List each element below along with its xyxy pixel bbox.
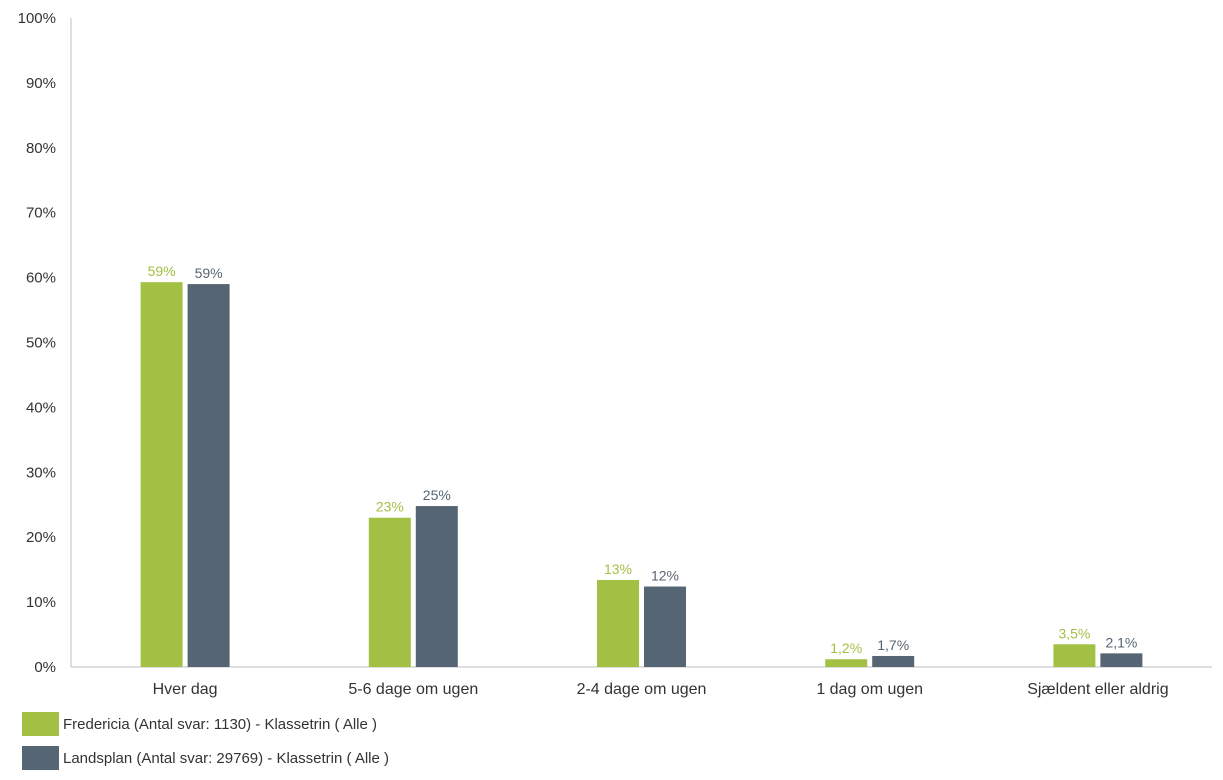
y-tick-label: 30% <box>26 464 56 481</box>
x-category-label: Hver dag <box>153 681 218 698</box>
y-tick-label: 60% <box>26 270 56 287</box>
bar-landsplan <box>1100 653 1143 667</box>
bar-value-label: 59% <box>148 263 176 279</box>
y-tick-label: 10% <box>26 594 56 611</box>
x-category-label: 1 dag om ugen <box>816 681 923 698</box>
y-tick-label: 40% <box>26 399 56 416</box>
bar-value-label: 12% <box>651 568 679 584</box>
bar-value-label: 1,7% <box>877 637 909 653</box>
y-tick-label: 20% <box>26 529 56 546</box>
bar-landsplan <box>187 284 230 667</box>
y-tick-label: 100% <box>18 10 56 27</box>
bar-value-label: 3,5% <box>1058 625 1090 641</box>
bar-fredericia <box>368 517 411 667</box>
x-category-label: Sjældent eller aldrig <box>1027 681 1168 698</box>
bar-value-label: 59% <box>195 265 223 281</box>
bar-value-label: 2,1% <box>1105 634 1137 650</box>
bar-fredericia <box>140 282 183 667</box>
y-tick-label: 90% <box>26 75 56 92</box>
y-tick-label: 0% <box>34 659 56 676</box>
bar-value-label: 25% <box>423 487 451 503</box>
legend-label-landsplan: Landsplan (Antal svar: 29769) - Klassetr… <box>63 749 389 767</box>
legend-swatch-landsplan <box>22 746 59 770</box>
legend-item-landsplan: Landsplan (Antal svar: 29769) - Klassetr… <box>22 746 389 770</box>
bar-fredericia <box>825 659 868 667</box>
bar-chart: 0%10%20%30%40%50%60%70%80%90%100% 59% 59%… <box>18 10 1212 698</box>
bar-landsplan <box>644 586 686 667</box>
bar-landsplan <box>415 506 458 667</box>
bar-value-label: 13% <box>604 561 632 577</box>
bar-value-label: 1,2% <box>830 640 862 656</box>
legend-item-fredericia: Fredericia (Antal svar: 1130) - Klassetr… <box>22 712 389 736</box>
y-axis-ticks: 0% 10% 20% 30% 40% 50% 60% 70% 80% 90% 100% <box>18 10 56 676</box>
legend-swatch-fredericia <box>22 712 59 736</box>
y-tick-label: 50% <box>26 335 56 352</box>
legend-label-fredericia: Fredericia (Antal svar: 1130) - Klassetr… <box>63 715 377 733</box>
bar-fredericia <box>1053 644 1096 667</box>
bar-landsplan <box>872 655 915 667</box>
bar-value-label: 23% <box>376 499 404 515</box>
y-tick-label: 80% <box>26 140 56 157</box>
legend: Fredericia (Antal svar: 1130) - Klassetr… <box>22 712 389 780</box>
bar-series: 59% 59% 23% 25% 13% 12% 1,2% 1,7% 3,5% 2,1% <box>140 263 1143 667</box>
x-category-label: 5-6 dage om ugen <box>348 681 478 698</box>
bar-fredericia <box>597 580 639 667</box>
x-category-label: 2-4 dage om ugen <box>577 681 707 698</box>
y-tick-label: 70% <box>26 205 56 222</box>
x-axis-labels: Hver dag 5-6 dage om ugen 2-4 dage om ugen… <box>153 681 1169 698</box>
